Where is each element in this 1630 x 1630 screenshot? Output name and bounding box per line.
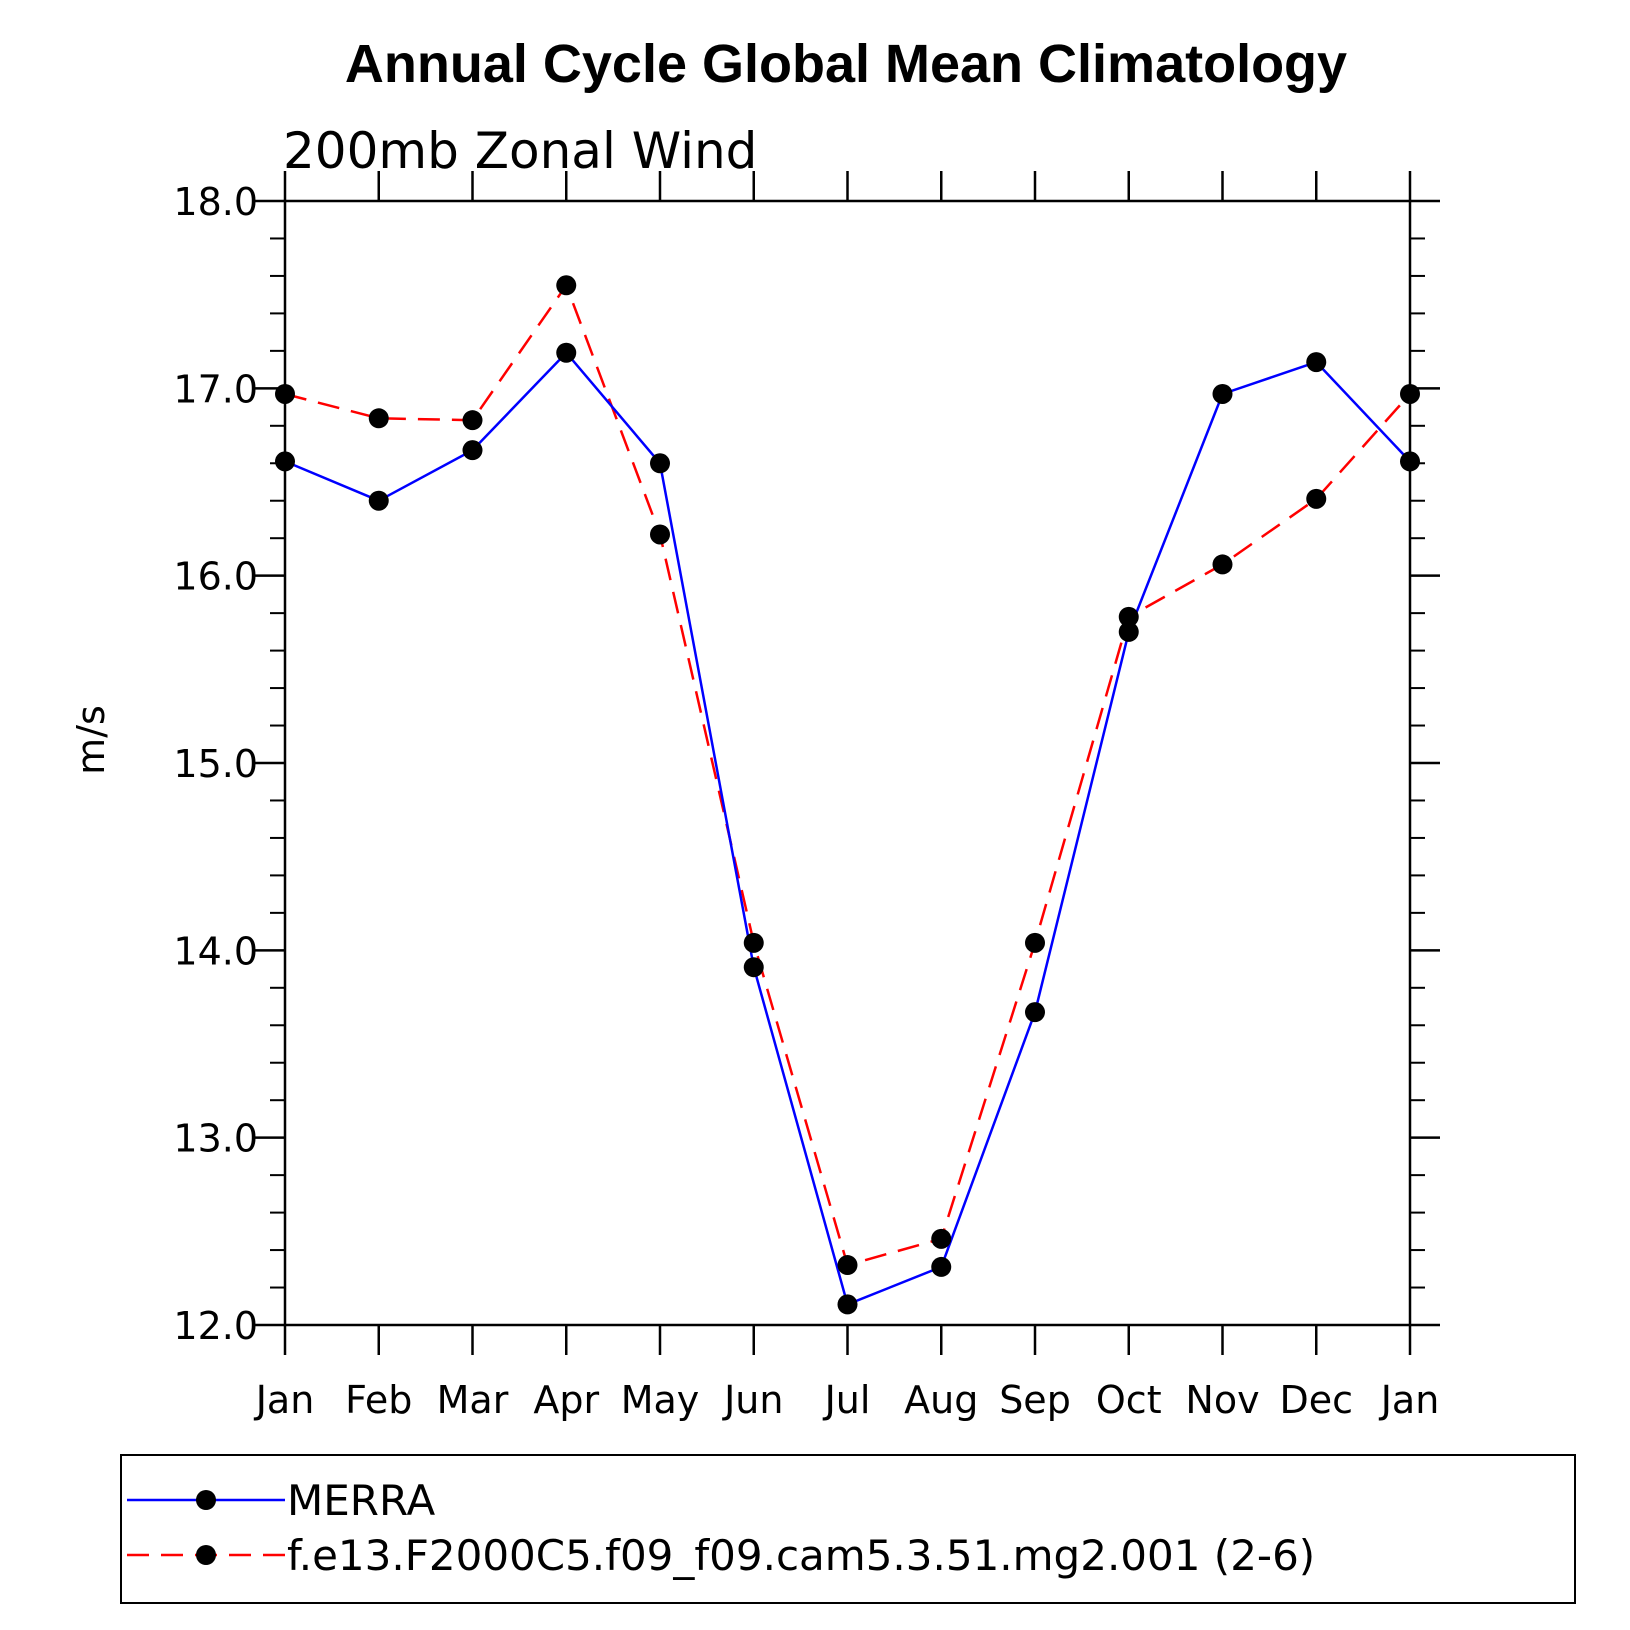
x-tick-label: Jun: [722, 1378, 783, 1422]
y-tick-label: 15.0: [173, 742, 258, 786]
plot-frame: [283, 199, 1412, 1327]
legend-marker: [196, 1490, 216, 1510]
y-tick-label: 16.0: [173, 555, 258, 599]
axis-ticks: [255, 171, 1440, 1355]
data-point: [368, 490, 389, 511]
legend: MERRA f.e13.F2000C5.f09_f09.cam5.3.51.mg2…: [120, 1454, 1576, 1604]
data-point: [1212, 383, 1233, 404]
x-tick-label: Sep: [999, 1378, 1071, 1422]
data-point: [556, 342, 577, 363]
chart-title: Annual Cycle Global Mean Climatology: [345, 34, 1347, 94]
legend-label: MERRA: [287, 1476, 435, 1525]
y-tick-labels: 12.0 13.0 14.0 15.0 16.0 17.0 18.0: [173, 180, 258, 1348]
y-tick-label: 17.0: [173, 367, 258, 411]
data-point: [556, 275, 577, 296]
series-line: [284, 350, 1411, 1307]
data-point: [1400, 451, 1420, 472]
y-tick-label: 18.0: [173, 180, 258, 224]
legend-box: [120, 1454, 1576, 1604]
data-point: [1025, 932, 1045, 953]
data-point: [1306, 352, 1327, 373]
series-markers: [275, 275, 1420, 1315]
y-axis-label: m/s: [69, 705, 113, 775]
data-point: [1025, 1002, 1045, 1023]
data-point: [743, 957, 764, 978]
x-tick-label: Feb: [345, 1378, 412, 1422]
x-tick-label: Dec: [1279, 1378, 1353, 1422]
data-point: [1400, 383, 1420, 404]
y-tick-label: 13.0: [173, 1117, 258, 1161]
data-point: [650, 524, 670, 545]
data-point: [462, 440, 483, 461]
x-tick-label: Oct: [1096, 1378, 1162, 1422]
x-tick-label: Jan: [1379, 1378, 1440, 1422]
x-tick-label: May: [621, 1378, 700, 1422]
series-line: [284, 282, 1411, 1267]
data-point: [368, 408, 389, 429]
legend-label: f.e13.F2000C5.f09_f09.cam5.3.51.mg2.001 …: [287, 1531, 1315, 1580]
chart-subtitle: 200mb Zonal Wind: [283, 122, 757, 180]
data-point: [650, 453, 670, 474]
data-point: [1212, 554, 1233, 575]
y-tick-label: 12.0: [173, 1304, 258, 1348]
x-tick-labels: Jan Feb Mar Apr May Jun Jul Aug Sep Oct Nov Dec Jan: [254, 1378, 1440, 1422]
data-point: [743, 932, 764, 953]
y-tick-label: 14.0: [173, 929, 258, 973]
data-point: [931, 1256, 952, 1277]
x-tick-label: Mar: [437, 1378, 509, 1422]
x-tick-label: Jan: [254, 1378, 315, 1422]
x-tick-label: Apr: [533, 1378, 599, 1422]
data-point: [275, 451, 295, 472]
data-point: [462, 410, 483, 431]
data-point: [837, 1255, 858, 1276]
data-point: [275, 383, 295, 404]
data-point: [1306, 488, 1327, 509]
data-point: [931, 1228, 952, 1249]
data-point: [1118, 606, 1139, 627]
data-point: [837, 1294, 858, 1315]
x-tick-label: Jul: [823, 1378, 871, 1422]
x-tick-label: Aug: [904, 1378, 978, 1422]
legend-marker: [196, 1545, 216, 1565]
series-lines: [284, 282, 1411, 1307]
x-tick-label: Nov: [1185, 1378, 1259, 1422]
data-point: [1118, 621, 1139, 642]
